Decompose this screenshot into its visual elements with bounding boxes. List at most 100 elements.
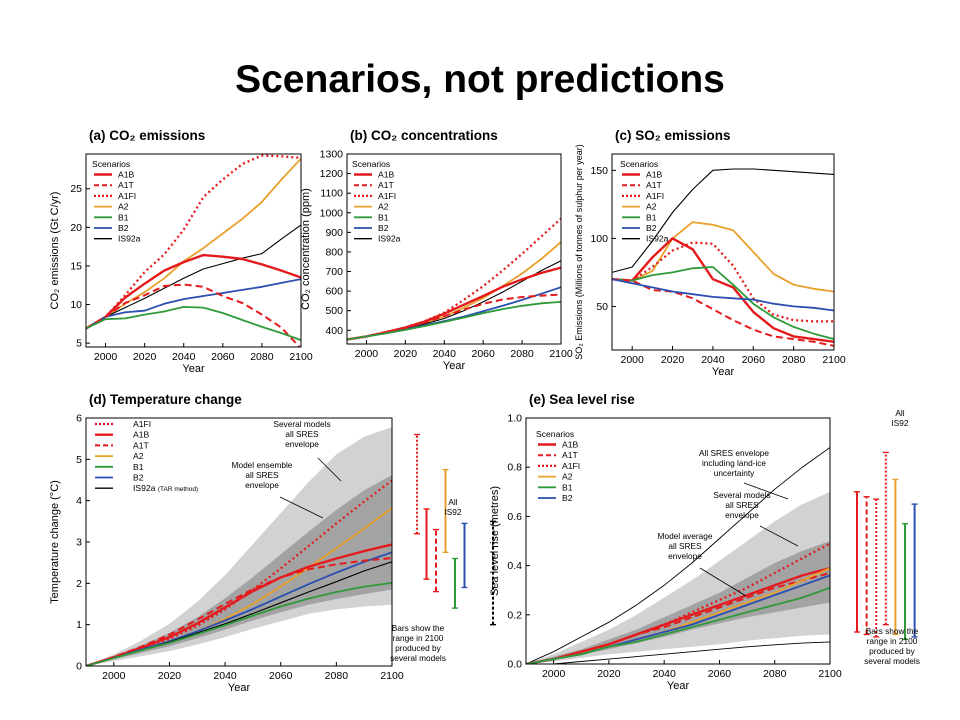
legend-label-note: (TAR method)	[158, 486, 198, 493]
series-line-a1fi	[86, 154, 301, 330]
y-tick-label: 800	[325, 246, 343, 258]
series-line-b2	[612, 278, 834, 312]
y-tick-label: 0.0	[507, 659, 522, 671]
series-line-b1	[526, 586, 830, 664]
y-tick-label: 20	[70, 222, 82, 234]
x-tick-label: 2060	[708, 668, 732, 680]
annotation-land-ice: uncertainty	[714, 468, 755, 478]
legend-label: A2	[378, 202, 389, 212]
x-tick-label: 2080	[325, 670, 349, 682]
y-tick-label: 25	[70, 183, 82, 195]
y-tick-label: 4	[76, 495, 82, 507]
annotation-pointer-several	[759, 525, 799, 547]
x-tick-label: 2060	[211, 351, 235, 363]
y-tick-label: 0.6	[507, 511, 522, 523]
series-line-a1b	[86, 253, 301, 330]
land-ice-envelope-lower	[526, 641, 830, 664]
y-tick-label: 1300	[320, 149, 344, 161]
series-line-a1t	[612, 278, 834, 347]
annotation-land-ice: including land-ice	[702, 458, 766, 468]
annotation-all-is92: All	[448, 497, 457, 507]
legend-label: B1	[378, 212, 389, 222]
series-line-b2	[86, 278, 301, 330]
legend-label: A1FI	[118, 191, 136, 201]
annotation-bars-note: range in 2100	[867, 636, 918, 646]
y-tick-label: 400	[325, 325, 343, 337]
y-tick-label: 5	[76, 454, 82, 466]
figure-panels: 2000 2020 2040 2060 2080 2100510152025YearCO₂…	[40, 126, 920, 698]
legend-label: B1	[133, 462, 144, 472]
y-tick-label: 0.4	[507, 560, 522, 572]
annotation-several-models: envelope	[725, 510, 759, 520]
annotation-bars-note: several models	[390, 653, 446, 663]
legend-title: Scenarios	[92, 159, 130, 169]
x-tick-label: 2100	[289, 351, 313, 363]
y-axis-title: CO₂ concentration (ppm)	[300, 188, 312, 310]
annotation-all-is92: IS92	[444, 507, 461, 517]
annotation-pointer-ensemble	[279, 496, 324, 519]
annotation-all-is92: IS92	[891, 418, 908, 428]
y-tick-label: 0	[76, 661, 82, 673]
legend-title: Scenarios	[536, 429, 574, 439]
legend-title: Scenarios	[620, 159, 658, 169]
annotation-pointer-average	[699, 567, 747, 597]
legend-label: B1	[562, 482, 573, 492]
x-axis-title: Year	[667, 680, 690, 692]
legend-label: A1T	[133, 440, 150, 450]
y-tick-label: 0.2	[507, 609, 522, 621]
y-tick-label: 100	[590, 233, 608, 245]
panel-title: (c) SO₂ emissions	[615, 128, 731, 143]
x-axis-title: Year	[443, 360, 466, 372]
annotation-several-models: Several models	[713, 490, 770, 500]
annotation-all-is92: All	[895, 408, 904, 418]
x-tick-label: 2060	[269, 670, 293, 682]
legend-label: A1B	[646, 170, 663, 180]
y-tick-label: 50	[596, 301, 608, 313]
y-axis-title: CO₂ emissions (Gt C/yr)	[49, 192, 61, 310]
x-tick-label: 2000	[621, 354, 645, 366]
legend-label: B2	[378, 223, 389, 233]
annotation-bars-note: Bars show the	[866, 626, 919, 636]
panel-d-temperature-change: 2000 2020 2040 2060 2080 2100 0 1 2 3 4 5 6 Year Tempe…	[49, 392, 496, 694]
y-axis-title: Temperature change (°C)	[49, 480, 61, 604]
annotation-model-average: Model average	[658, 531, 713, 541]
annotation-bars-note: produced by	[395, 643, 442, 653]
legend-label: A2	[133, 451, 144, 461]
annotation-model-average: all SRES	[668, 541, 702, 551]
legend-title: Scenarios	[352, 159, 390, 169]
plot-frame	[346, 153, 562, 345]
legend-label: A1FI	[562, 461, 580, 471]
annotation-bars-note: range in 2100	[393, 633, 444, 643]
annotation-several-models: envelope	[285, 439, 319, 449]
x-tick-label: 2080	[250, 351, 274, 363]
legend-label: A2	[118, 202, 129, 212]
legend-label: B2	[118, 223, 129, 233]
x-tick-label: 2100	[822, 354, 846, 366]
annotation-land-ice: All SRES envelope	[699, 448, 769, 458]
annotation-model-ensemble: Model ensemble	[232, 460, 293, 470]
annotation-several-models: all SRES	[725, 500, 759, 510]
x-axis-title: Year	[228, 682, 251, 694]
y-tick-label: 1.0	[507, 413, 522, 425]
series-line-a1b	[526, 566, 830, 664]
legend-label: B1	[646, 212, 657, 222]
x-tick-label: 2080	[782, 354, 806, 366]
panel-a-co2-emissions: 2000 2020 2040 2060 2080 2100 5 10 15 20 25 Year CO₂…	[49, 128, 313, 375]
series-line-b1	[347, 301, 561, 341]
legend-label: A1FI	[378, 191, 396, 201]
x-tick-label: 2080	[763, 668, 787, 680]
envelope-model-average-all-sres-envelope	[526, 541, 830, 664]
x-tick-label: 2040	[701, 354, 725, 366]
legend-label: A1B	[562, 440, 579, 450]
series-line-a1t	[86, 283, 301, 347]
series-line-a2	[86, 157, 301, 330]
legend-label: A2	[646, 202, 657, 212]
y-tick-label: 10	[70, 299, 82, 311]
x-tick-label: 2040	[172, 351, 196, 363]
y-tick-label: 1000	[320, 207, 344, 219]
legend-label: A1FI	[133, 419, 151, 429]
legend-label: IS92a	[646, 234, 669, 244]
y-tick-label: 700	[325, 266, 343, 278]
panel-title: (d) Temperature change	[89, 392, 242, 407]
plot-frame	[611, 153, 835, 351]
